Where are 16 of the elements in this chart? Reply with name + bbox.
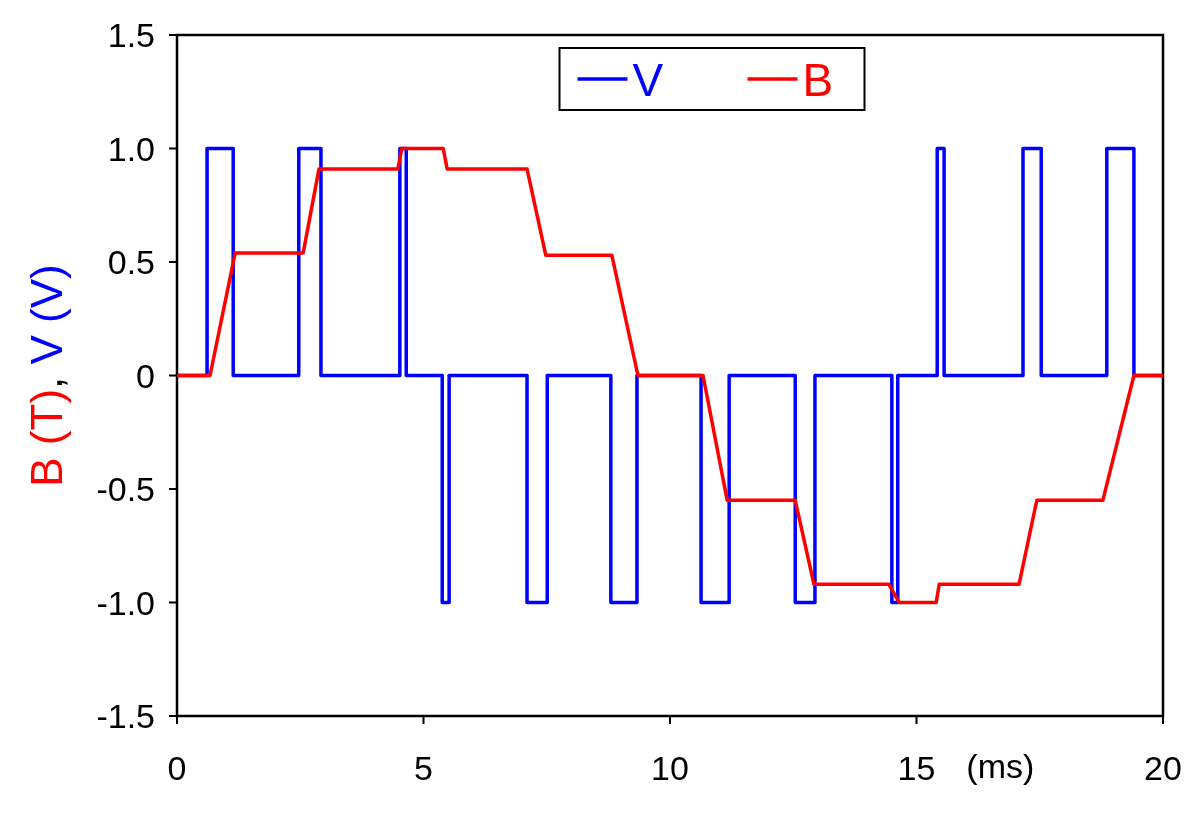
x-tick-label: 0	[167, 749, 187, 787]
y-tick-label: 0	[136, 356, 155, 395]
y-tick-label: -0.5	[96, 470, 155, 508]
x-tick-label: 10	[651, 749, 689, 787]
y-axis-title: B (T), V (V)	[22, 264, 71, 487]
y-tick-label: 0.5	[107, 243, 155, 281]
legend-label: B	[802, 54, 834, 106]
y-tick-label: -1.5	[96, 697, 155, 735]
x-tick-label: 15	[897, 749, 936, 787]
x-axis-title: (ms)	[966, 747, 1035, 785]
x-tick-label: 20	[1144, 749, 1182, 787]
y-tick-label: -1.0	[96, 583, 155, 622]
y-tick-label: 1.0	[107, 129, 155, 168]
y-tick-label: 1.5	[107, 16, 155, 54]
x-tick-label: 5	[414, 749, 433, 787]
legend-label: V	[632, 54, 664, 106]
